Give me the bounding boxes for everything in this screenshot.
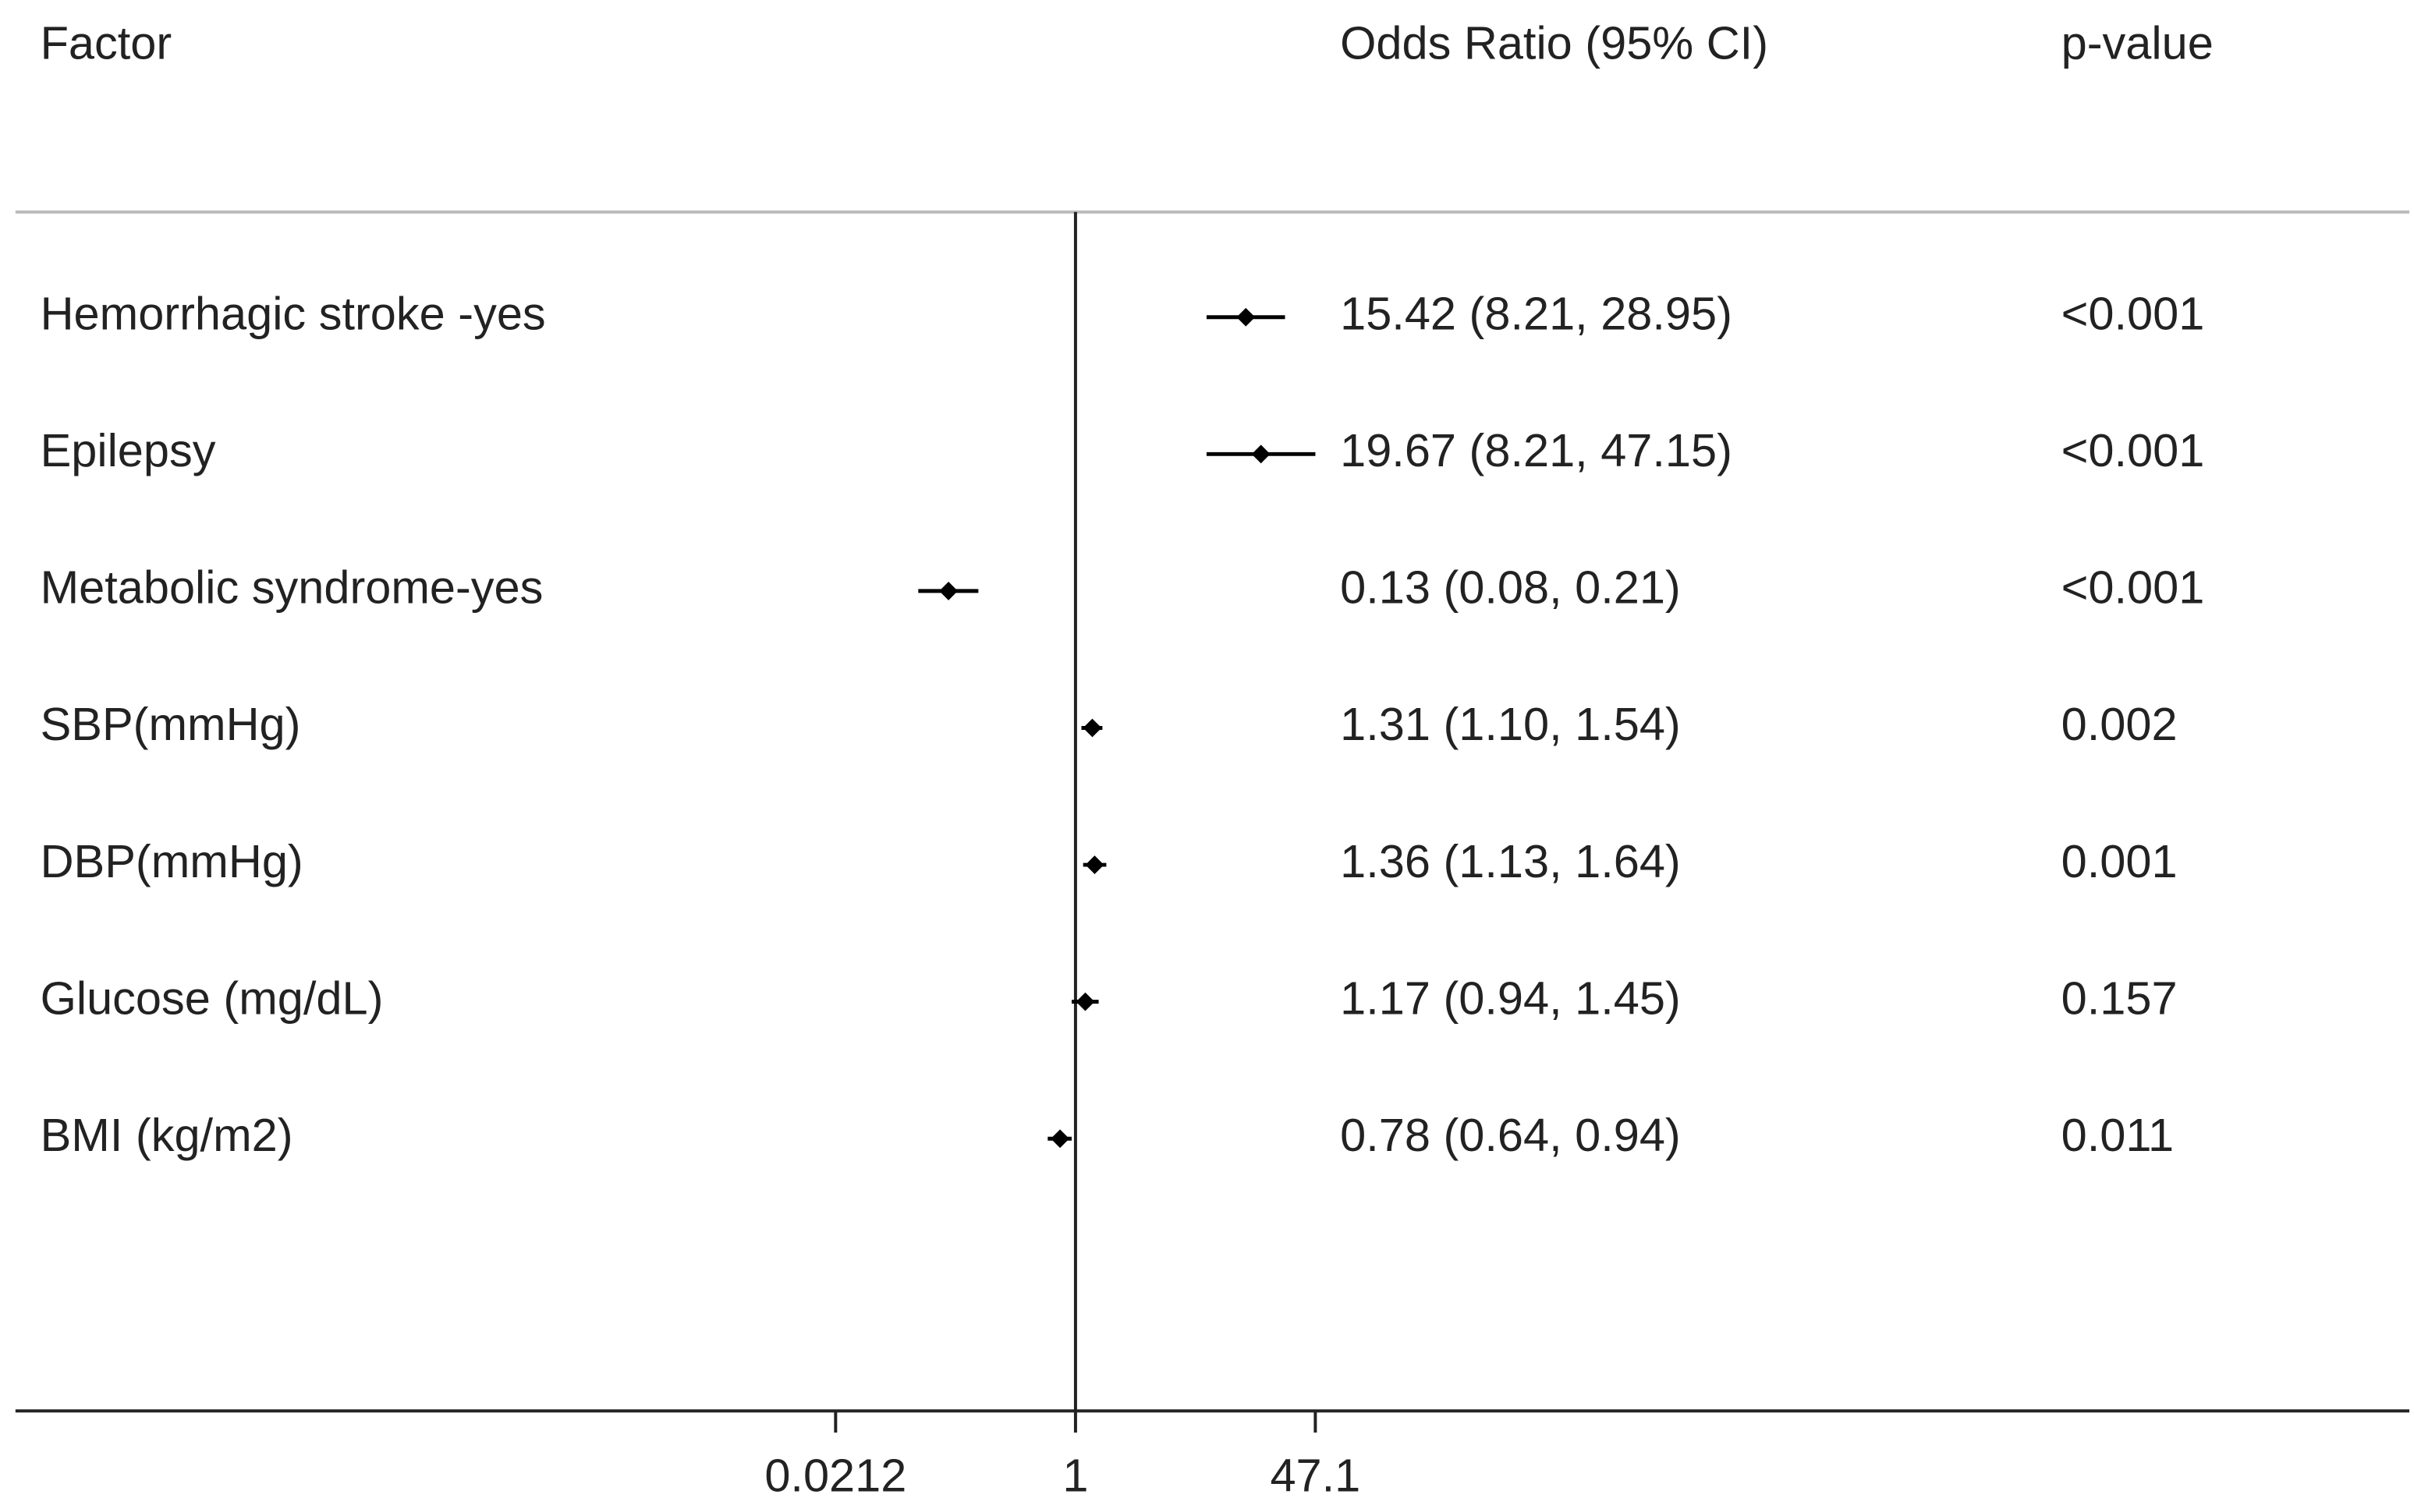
estimate-label: 1.31 (1.10, 1.54) [1340,698,1681,750]
factor-label: Epilepsy [41,424,216,476]
p-value: <0.001 [2061,561,2205,614]
estimate-label: 0.78 (0.64, 0.94) [1340,1109,1681,1161]
estimate-marker [939,582,958,600]
x-tick-label: 0.0212 [764,1449,906,1501]
factor-label: Glucose (mg/dL) [41,972,384,1024]
factor-label: BMI (kg/m2) [41,1109,293,1161]
estimate-label: 1.17 (0.94, 1.45) [1340,972,1681,1024]
estimate-label: 0.13 (0.08, 0.21) [1340,561,1681,614]
estimate-label: 19.67 (8.21, 47.15) [1340,424,1732,476]
factor-label: Hemorrhagic stroke -yes [41,287,546,339]
p-value: <0.001 [2061,287,2205,339]
header-factor: Factor [41,16,172,69]
p-value: 0.002 [2061,698,2178,750]
header-p: p-value [2061,16,2214,69]
estimate-label: 1.36 (1.13, 1.64) [1340,835,1681,887]
p-value: 0.157 [2061,972,2178,1024]
x-tick-label: 47.1 [1270,1449,1360,1501]
p-value: 0.001 [2061,835,2178,887]
factor-label: DBP(mmHg) [41,835,303,887]
estimate-label: 15.42 (8.21, 28.95) [1340,287,1732,339]
p-value: <0.001 [2061,424,2205,476]
header-estimate: Odds Ratio (95% CI) [1340,16,1768,69]
x-tick-label: 1 [1062,1449,1088,1501]
factor-label: SBP(mmHg) [41,698,301,750]
estimate-marker [1083,718,1102,738]
p-value: 0.011 [2061,1109,2174,1161]
factor-label: Metabolic syndrome-yes [41,561,544,614]
